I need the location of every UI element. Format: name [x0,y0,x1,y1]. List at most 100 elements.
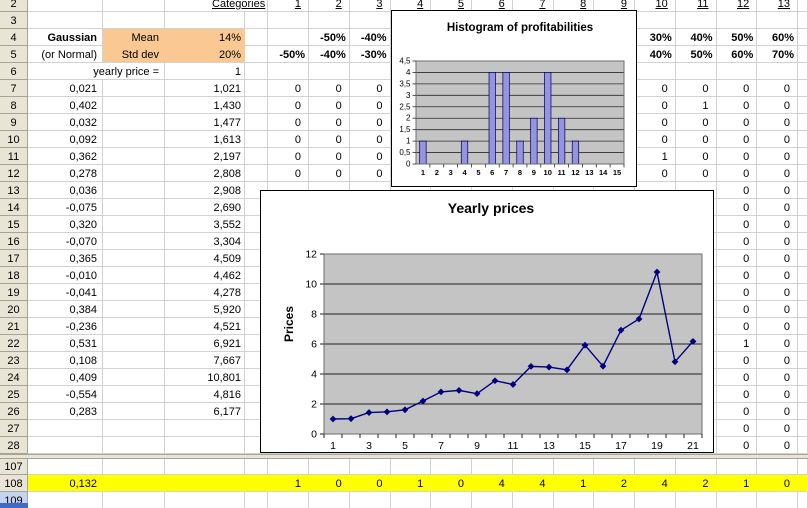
cell-12-23[interactable]: 0 [716,352,758,369]
cell-B-10[interactable]: 0,092 [28,131,103,148]
cell-C-11[interactable] [103,148,165,165]
cell-B-11[interactable]: 0,362 [28,148,103,165]
row-header-27[interactable]: 27 [0,420,28,437]
cell-13-23[interactable]: 0 [757,352,798,369]
cell-C-25[interactable] [103,386,165,403]
cell-8-107[interactable] [553,458,595,475]
cell-B-21[interactable]: -0,236 [28,318,103,335]
cell-B-9[interactable]: 0,032 [28,114,103,131]
cell-5-107[interactable] [431,458,472,475]
cell-D-10[interactable]: 1,613 [165,131,245,148]
row-header-24[interactable]: 24 [0,369,28,386]
cell-12-13[interactable]: 0 [716,182,758,199]
cell-B-20[interactable]: 0,384 [28,301,103,318]
cell-4-107[interactable] [390,458,432,475]
row-header-25[interactable]: 25 [0,386,28,403]
row-header-5[interactable]: 5 [0,46,28,63]
cell-14-23[interactable] [798,352,808,369]
cell-11-109[interactable] [676,492,717,508]
cell-14-13[interactable] [798,182,808,199]
cell-C-8[interactable] [103,97,165,114]
cell-D-21[interactable]: 4,521 [165,318,245,335]
cell-14-15[interactable] [798,216,808,233]
cell-13-11[interactable]: 0 [757,148,798,165]
row-header-23[interactable]: 23 [0,352,28,369]
cell-10-8[interactable]: 0 [635,97,676,114]
cell-13-12[interactable]: 0 [757,165,798,182]
cell-D-24[interactable]: 10,801 [165,369,245,386]
cell-C-17[interactable] [103,250,165,267]
cell-12-4[interactable]: 50% [716,29,758,46]
cell-11-5[interactable]: 50% [675,46,717,63]
cell-3-3[interactable] [349,12,391,29]
cell-11-7[interactable]: 0 [675,80,717,97]
cell-13-15[interactable]: 0 [757,216,798,233]
cell-3-4[interactable]: -40% [349,29,391,46]
cell-C-5[interactable]: Std dev [103,46,165,63]
cell-C-12[interactable] [103,165,165,182]
cell-11-107[interactable] [675,458,717,475]
cell-12-28[interactable]: 0 [716,437,758,454]
cell-D-7[interactable]: 1,021 [165,80,245,97]
cell-C-14[interactable] [103,199,165,216]
cell-B-28[interactable] [28,437,103,454]
cell-14-108[interactable] [798,475,808,492]
cell-12-15[interactable]: 0 [716,216,758,233]
cell-B-17[interactable]: 0,365 [28,250,103,267]
cell-14-17[interactable] [798,250,808,267]
row-header-10[interactable]: 10 [0,131,28,148]
cell-14-21[interactable] [798,318,808,335]
cell-11-108[interactable]: 2 [675,475,717,492]
cell-13-26[interactable]: 0 [757,403,798,420]
cell-10-108[interactable]: 4 [635,475,676,492]
cell-2-11[interactable]: 0 [309,148,350,165]
cell-B-19[interactable]: -0,041 [28,284,103,301]
cell-14-14[interactable] [798,199,808,216]
cell-D-13[interactable]: 2,908 [165,182,245,199]
cell-14-3[interactable] [798,12,808,29]
cell-2-7[interactable]: 0 [309,80,350,97]
cell-3-108[interactable]: 0 [349,475,391,492]
row-header-3[interactable]: 3 [0,12,28,29]
cell-13-6[interactable] [757,63,798,80]
cell-14-27[interactable] [798,420,808,437]
cell-D-15[interactable]: 3,552 [165,216,245,233]
cell-D-17[interactable]: 4,509 [165,250,245,267]
histogram-chart[interactable]: Histogram of profitabilities 0 0,5 1 1,5 2 2,… [391,10,637,187]
cell-C-16[interactable] [103,233,165,250]
cell-C-7[interactable] [103,80,165,97]
cell-D-26[interactable]: 6,177 [165,403,245,420]
cell-1-4[interactable] [268,29,309,46]
cell-3-5[interactable]: -30% [349,46,391,63]
cell-2-2[interactable]: 2 [309,0,350,12]
cell-11-11[interactable]: 0 [675,148,717,165]
cell-12-19[interactable]: 0 [716,284,758,301]
cell-2-3[interactable] [309,12,350,29]
cell-9-107[interactable] [594,458,635,475]
cell-11-9[interactable]: 0 [675,114,717,131]
cell-10-6[interactable] [635,63,676,80]
row-header-18[interactable]: 18 [0,267,28,284]
cell-13-20[interactable]: 0 [757,301,798,318]
cell-12-11[interactable]: 0 [716,148,758,165]
cell-C-19[interactable] [103,284,165,301]
cell-C-22[interactable] [103,335,165,352]
cell-1-5[interactable]: -50% [268,46,309,63]
row-header-11[interactable]: 11 [0,148,28,165]
cell-7-109[interactable] [513,492,554,508]
cell-B-13[interactable]: 0,036 [28,182,103,199]
row-header-9[interactable]: 9 [0,114,28,131]
cell-6-108[interactable]: 4 [472,475,513,492]
cell-B-109[interactable] [28,492,103,508]
cell-B-108[interactable]: 0,132 [28,475,103,492]
cell-1-6[interactable] [268,63,309,80]
cell-13-17[interactable]: 0 [757,250,798,267]
cell-C-2[interactable] [103,0,165,12]
cell-D-11[interactable]: 2,197 [165,148,245,165]
cell-3-11[interactable]: 0 [349,148,391,165]
cell-B-4[interactable]: Gaussian [28,29,103,46]
cell-C-10[interactable] [103,131,165,148]
cell-E-107[interactable] [245,458,269,475]
cell-D-8[interactable]: 1,430 [165,97,245,114]
cell-12-26[interactable]: 0 [716,403,758,420]
